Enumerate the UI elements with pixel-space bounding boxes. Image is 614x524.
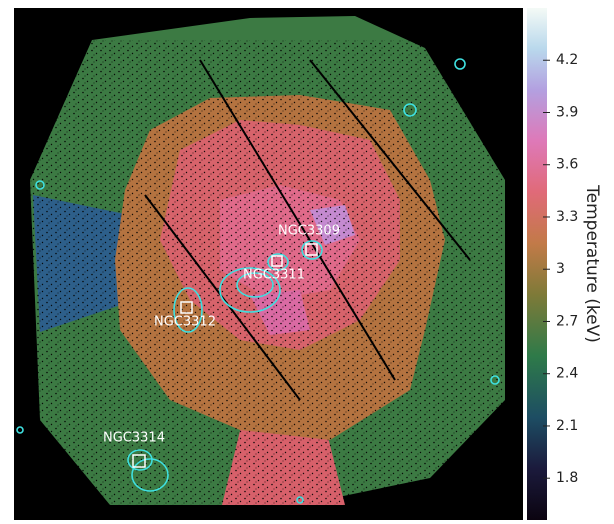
colorbar-tick-label: 3 xyxy=(556,261,565,277)
colorbar-tick-label: 3.9 xyxy=(556,104,578,120)
galaxy-label: NGC3312 xyxy=(154,315,216,330)
colorbar xyxy=(527,8,547,520)
colorbar-tick-label: 3.6 xyxy=(556,157,578,173)
colorbar-label: Temperature (keV) xyxy=(582,184,602,343)
colorbar-tick-label: 2.4 xyxy=(556,366,578,382)
colorbar-tick-label: 4.2 xyxy=(556,52,578,68)
figure: Temperature (keV) 1.8 2.1 2.4 2.7 3 3.3 3.6 3.9… xyxy=(0,0,614,524)
galaxy-label: NGC3314 xyxy=(103,431,165,446)
galaxy-label: NGC3309 xyxy=(278,224,340,239)
map xyxy=(14,8,523,520)
colorbar-tick-label: 2.7 xyxy=(556,313,578,329)
colorbar-tick-label: 1.8 xyxy=(556,470,578,486)
colorbar-tick-label: 2.1 xyxy=(556,418,578,434)
galaxy-label: NGC3311 xyxy=(243,268,305,283)
colorbar-tick-label: 3.3 xyxy=(556,209,578,225)
